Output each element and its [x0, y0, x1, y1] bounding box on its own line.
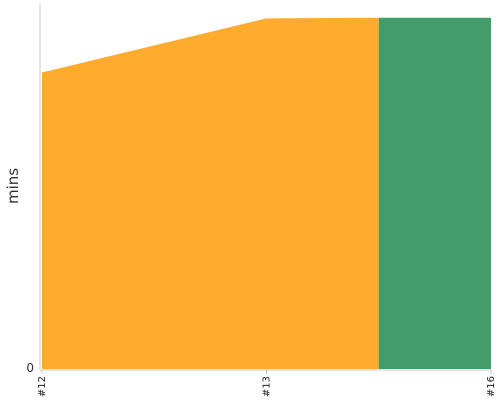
area-series-1 — [42, 17, 379, 369]
chart-areas — [42, 17, 491, 369]
area-series-2 — [378, 17, 491, 369]
x-axis-ticks: #12 #13 #16 — [37, 370, 497, 397]
x-tick-label: #12 — [37, 376, 48, 397]
y-tick-label: 0 — [26, 361, 34, 375]
y-axis-title: mins — [4, 168, 22, 204]
x-tick-label: #13 — [262, 376, 273, 397]
y-axis-ticks: 0 — [26, 361, 34, 375]
x-tick-label: #16 — [486, 376, 497, 397]
